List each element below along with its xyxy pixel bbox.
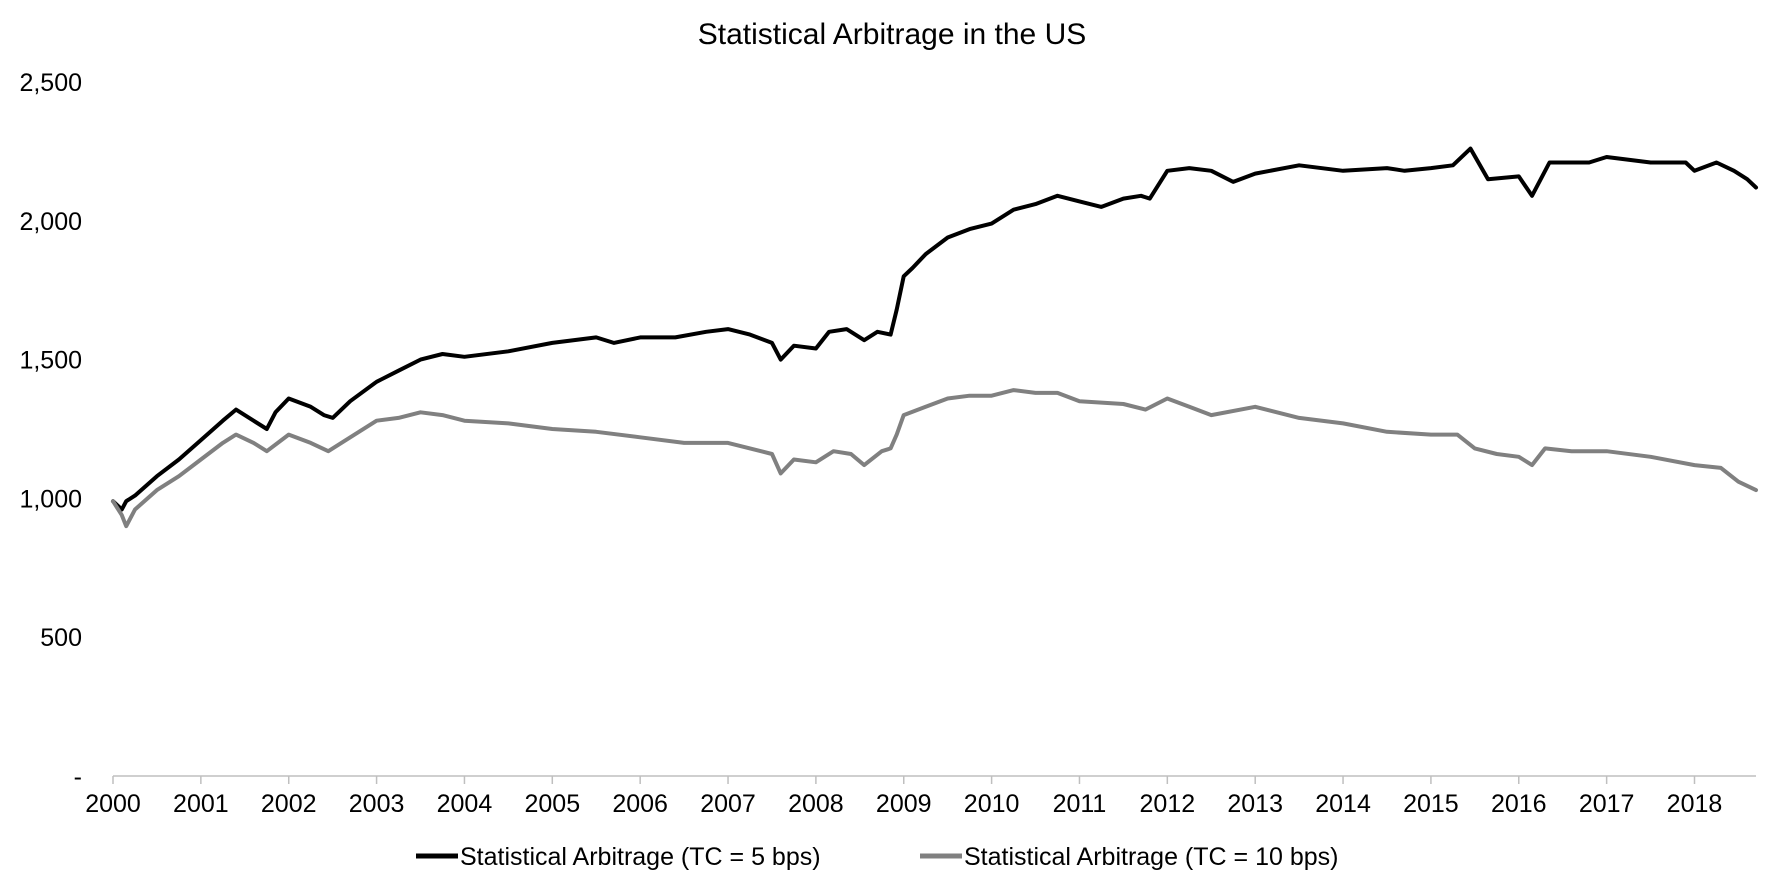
x-tick-label: 2018: [1667, 790, 1723, 818]
x-tick-label: 2008: [788, 790, 844, 818]
x-tick-label: 2007: [700, 790, 756, 818]
y-tick-label: 2,000: [19, 208, 82, 236]
x-tick-label: 2014: [1315, 790, 1371, 818]
legend: Statistical Arbitrage (TC = 5 bps) Statis…: [416, 843, 1338, 871]
x-axis-ticks: 2000 2001 2002 2003 2004 2005 2006 2007 2008 2009…: [85, 776, 1722, 818]
y-tick-label: -: [74, 763, 82, 791]
x-tick-label: 2015: [1403, 790, 1459, 818]
x-tick-label: 2002: [261, 790, 317, 818]
x-tick-label: 2013: [1227, 790, 1283, 818]
x-tick-label: 2003: [349, 790, 405, 818]
series-line-2: [111, 388, 1758, 529]
x-tick-label: 2004: [437, 790, 493, 818]
x-tick-label: 2012: [1140, 790, 1196, 818]
x-tick-label: 2010: [964, 790, 1020, 818]
x-tick-label: 2016: [1491, 790, 1547, 818]
legend-label-1: Statistical Arbitrage (TC = 5 bps): [460, 843, 821, 871]
y-tick-label: 1,500: [19, 347, 82, 375]
series-line-1: [111, 146, 1758, 512]
y-tick-label: 2,500: [19, 69, 82, 97]
y-axis-ticks: - 500 1,000 1,500 2,000 2,500: [19, 69, 82, 791]
legend-label-2: Statistical Arbitrage (TC = 10 bps): [964, 843, 1338, 871]
x-tick-label: 2011: [1053, 790, 1107, 818]
y-tick-label: 500: [40, 624, 82, 652]
x-tick-label: 2001: [173, 790, 229, 818]
x-tick-label: 2017: [1579, 790, 1635, 818]
chart-title: Statistical Arbitrage in the US: [698, 18, 1087, 51]
series-lines: [111, 146, 1758, 529]
x-tick-label: 2009: [876, 790, 932, 818]
x-tick-label: 2005: [524, 790, 580, 818]
y-tick-label: 1,000: [19, 485, 82, 513]
x-tick-label: 2006: [612, 790, 668, 818]
x-tick-label: 2000: [85, 790, 141, 818]
